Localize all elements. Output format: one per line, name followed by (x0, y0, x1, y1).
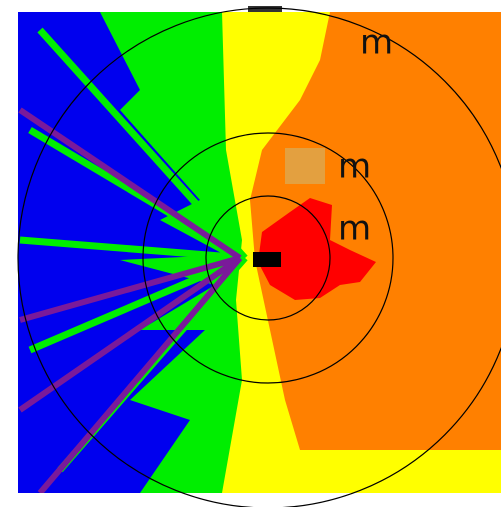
shaded-cell (285, 148, 325, 184)
coverage-map: m m m (0, 0, 501, 507)
page: m m m (() => { const data = JSON.parse(d… (0, 0, 501, 507)
ring-label: m (360, 23, 393, 63)
ring-label: m (338, 147, 371, 187)
station-marker (253, 252, 281, 267)
ring-label: m (338, 209, 371, 249)
